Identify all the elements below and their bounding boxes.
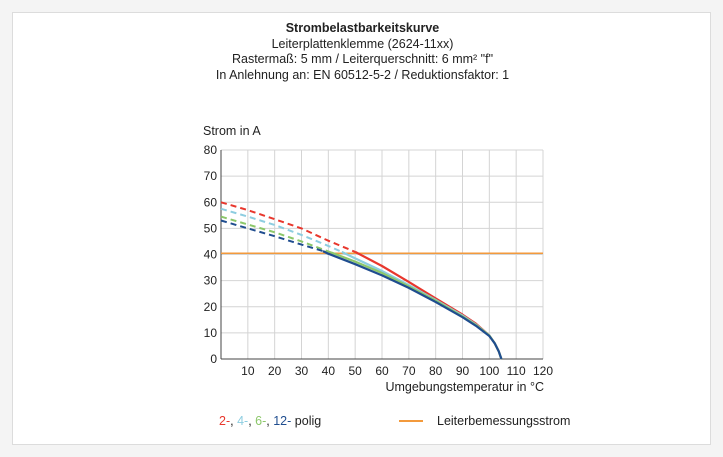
y-tick-label: 80 [204, 143, 218, 157]
x-tick-label: 60 [375, 364, 389, 378]
chart-subtitle-standard: In Anlehnung an: EN 60512-5-2 / Reduktio… [215, 67, 510, 82]
legend-suffix: polig [291, 414, 322, 428]
x-tick-label: 120 [533, 364, 553, 378]
y-tick-label: 0 [210, 352, 217, 366]
y-tick-label: 10 [204, 326, 218, 340]
x-tick-label: 20 [268, 364, 282, 378]
series-4pol-dashed [220, 207, 343, 253]
chart-title: Strombelastbarkeitskurve [285, 21, 440, 35]
x-tick-label: 110 [507, 364, 526, 378]
series-2pol-dashed [220, 201, 356, 253]
y-tick-label: 50 [204, 221, 218, 235]
series-12pol-solid [322, 250, 503, 360]
current-derating-chart: 10 20 30 40 50 60 70 80 90 100 110 120 0 10 20 30 40 50 60… [203, 124, 554, 394]
chart-card: Strombelastbarkeitskurve Leiterplattenkl… [12, 12, 711, 445]
x-tick-label: 90 [456, 364, 470, 378]
legend-sep: , [248, 414, 256, 428]
series-6pol-dashed [220, 215, 332, 254]
x-axis-label: Umgebungstemperatur in °C [385, 380, 544, 394]
legend-sep: , [230, 414, 238, 428]
x-tick-label: 30 [295, 364, 309, 378]
legend-rated-current: Leiterbemessungsstrom [399, 414, 570, 428]
x-tick-label: 40 [322, 364, 336, 378]
legend-6pol: 6- [255, 414, 267, 428]
series-12pol-dashed [220, 219, 324, 253]
y-tick-label: 30 [204, 274, 218, 288]
y-tick-label: 20 [204, 300, 218, 314]
x-tick-label: 70 [402, 364, 416, 378]
legend-2pol: 2- [219, 414, 231, 428]
legend-sep: , [266, 414, 274, 428]
chart-subtitle-product: Leiterplattenklemme (2624-11xx) [271, 36, 454, 51]
series-6pol-solid [330, 251, 503, 360]
chart-header: Strombelastbarkeitskurve Leiterplattenkl… [13, 21, 712, 83]
legend-pole-counts: 2-, 4-, 6-, 12- polig [219, 414, 321, 428]
x-tick-label: 50 [348, 364, 362, 378]
axes [220, 150, 543, 360]
x-tick-label: 80 [429, 364, 443, 378]
y-tick-label: 60 [204, 195, 218, 209]
y-axis-label: Strom in A [203, 124, 261, 138]
tick-labels: 10 20 30 40 50 60 70 80 90 100 110 120 0 10 20 30 40 50 60… [204, 143, 554, 378]
legend-rated-label: Leiterbemessungsstrom [437, 414, 571, 428]
grid [221, 149, 544, 359]
y-tick-label: 40 [204, 248, 218, 262]
y-tick-label: 70 [204, 169, 218, 183]
legend-orange-swatch [399, 419, 423, 422]
series-group [220, 201, 503, 360]
chart-subtitle-spec: Rastermaß: 5 mm / Leiterquerschnitt: 6 m… [231, 52, 494, 66]
legend-4pol: 4- [237, 414, 249, 428]
x-tick-label: 100 [479, 364, 499, 378]
x-tick-label: 10 [241, 364, 255, 378]
legend-12pol: 12- [273, 414, 292, 428]
